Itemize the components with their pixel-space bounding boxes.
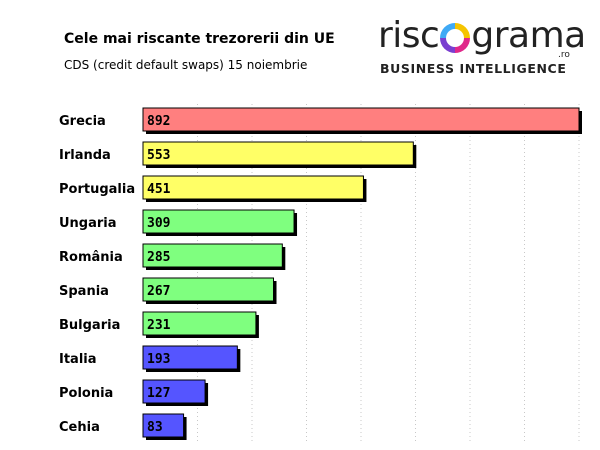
logo-tagline: BUSINESS INTELLIGENCE [380,61,567,76]
riscograma-logo: risc grama .ro BUSINESS INTELLIGENCE [378,16,586,82]
logo-wordmark: risc grama [378,16,586,56]
category-label: Spania [59,284,109,299]
bar [142,175,364,200]
category-label: Bulgaria [59,318,120,333]
value-label: 892 [147,114,170,129]
value-label: 451 [147,182,171,197]
bar [142,277,275,302]
value-label: 193 [147,352,170,367]
bar [142,345,238,370]
logo-suffix: .ro [558,50,570,60]
bar [142,107,580,132]
category-label: Irlanda [59,148,111,163]
value-label: 83 [147,420,163,435]
category-label: Italia [59,352,97,367]
bar [142,311,257,336]
value-label: 553 [147,148,170,163]
bar [142,209,295,234]
value-label: 231 [147,318,171,333]
category-label: Cehia [59,420,100,435]
category-label: Grecia [59,114,106,129]
bar [142,243,283,268]
bar [142,413,185,438]
chart-subtitle: CDS (credit default swaps) 15 noiembrie [64,58,308,72]
category-label: România [59,250,123,265]
category-label: Portugalia [59,182,135,197]
value-label: 285 [147,250,170,265]
chart-title: Cele mai riscante trezorerii din UE [64,31,335,47]
bar [142,141,414,166]
category-label: Ungaria [59,216,117,231]
bar [142,379,206,404]
logo-word-right: grama [471,15,586,56]
logo-ring-icon [440,23,471,53]
logo-word-left: risc [378,15,440,56]
value-label: 309 [147,216,170,231]
value-label: 267 [147,284,170,299]
category-label: Polonia [59,386,113,401]
value-label: 127 [147,386,170,401]
